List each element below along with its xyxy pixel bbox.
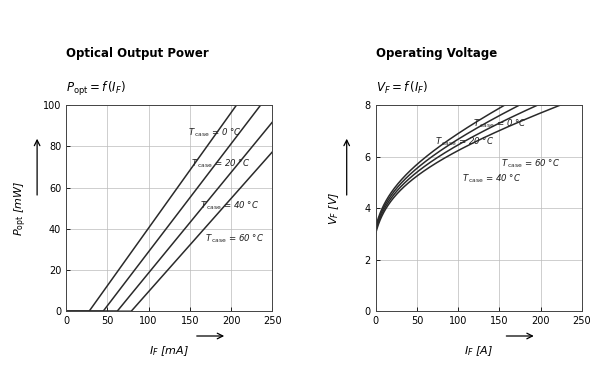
- Text: $T_{\,\mathrm{case}}$ = 20 °C: $T_{\,\mathrm{case}}$ = 20 °C: [435, 136, 494, 148]
- Text: $V_F$ [V]: $V_F$ [V]: [328, 191, 341, 225]
- Text: $T_{\,\mathrm{case}}$ = 60 °C: $T_{\,\mathrm{case}}$ = 60 °C: [501, 158, 560, 170]
- Text: $T_{\,\mathrm{case}}$ = 0 °C: $T_{\,\mathrm{case}}$ = 0 °C: [473, 118, 527, 130]
- Text: $I_F$ [mA]: $I_F$ [mA]: [149, 344, 189, 358]
- Text: Operating Voltage: Operating Voltage: [376, 47, 497, 60]
- Text: $T_{\,\mathrm{case}}$ = 40 °C: $T_{\,\mathrm{case}}$ = 40 °C: [462, 172, 521, 184]
- Text: $T_{\,\mathrm{case}}$ = 0 °C: $T_{\,\mathrm{case}}$ = 0 °C: [188, 127, 242, 140]
- Text: $T_{\,\mathrm{case}}$ = 60 °C: $T_{\,\mathrm{case}}$ = 60 °C: [205, 232, 264, 244]
- Text: $P_{\mathrm{opt}}$ [mW]: $P_{\mathrm{opt}}$ [mW]: [13, 180, 29, 236]
- Text: Optical Output Power: Optical Output Power: [66, 47, 209, 60]
- Text: $T_{\,\mathrm{case}}$ = 20 °C: $T_{\,\mathrm{case}}$ = 20 °C: [191, 158, 251, 170]
- Text: $T_{\,\mathrm{case}}$ = 40 °C: $T_{\,\mathrm{case}}$ = 40 °C: [200, 199, 259, 211]
- Text: $P_{\mathrm{opt}} = f\,(I_F)$: $P_{\mathrm{opt}} = f\,(I_F)$: [66, 80, 126, 98]
- Text: $V_F = f\,(I_F)$: $V_F = f\,(I_F)$: [376, 80, 428, 96]
- Text: $I_F$ [A]: $I_F$ [A]: [464, 344, 493, 358]
